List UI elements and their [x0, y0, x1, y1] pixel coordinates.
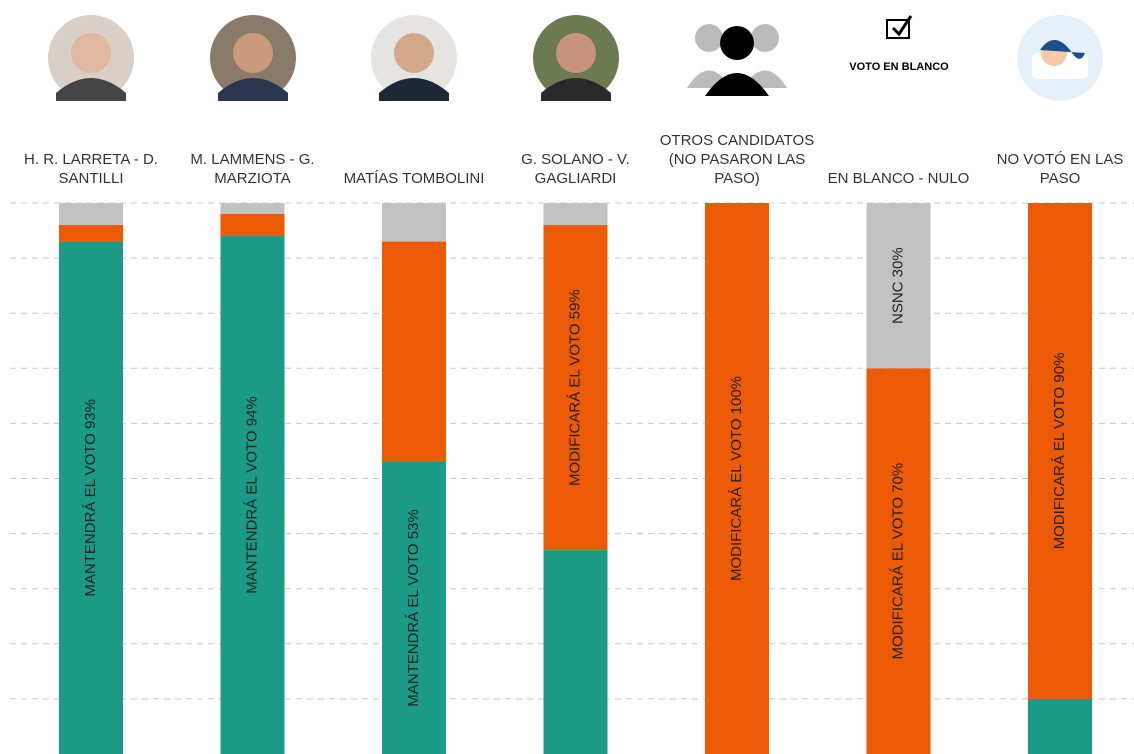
logo-text: VOTO EN BLANCO	[849, 61, 949, 73]
bar-segment	[221, 203, 285, 214]
value-label: MANTENDRÁ EL VOTO 93%	[82, 399, 99, 597]
bar-segment	[59, 203, 123, 225]
category-label: G. SOLANO - V. GAGLIARDI	[496, 150, 656, 188]
category-label: H. R. LARRETA - D. SANTILLI	[11, 150, 171, 188]
category-label: EN BLANCO - NULO	[819, 169, 979, 188]
value-label: MODIFICARÁ EL VOTO 59%	[566, 289, 583, 486]
bar-segment	[221, 214, 285, 236]
bar-segment	[382, 203, 446, 242]
avatar	[533, 15, 619, 101]
category-label: M. LAMMENS - G. MARZIOTA	[173, 150, 333, 188]
bar-segment	[1028, 699, 1092, 754]
category-label: NO VOTÓ EN LAS PASO	[980, 150, 1134, 188]
value-label: MODIFICARÁ EL VOTO 70%	[889, 463, 906, 660]
bar-segment	[544, 203, 608, 225]
value-label: MANTENDRÁ EL VOTO 94%	[243, 396, 260, 594]
chart: VOTO EN BLANCO MANTENDRÁ EL VOTO 93% MANTE…	[0, 0, 1134, 754]
value-label: MANTENDRÁ EL VOTO 53%	[405, 509, 422, 707]
bar-segment	[544, 550, 608, 754]
category-label: MATÍAS TOMBOLINI	[334, 169, 494, 188]
value-label: MODIFICARÁ EL VOTO 100%	[728, 376, 745, 581]
sleep-icon	[1017, 15, 1103, 101]
avatar	[48, 15, 134, 101]
voto-logo	[887, 16, 911, 38]
bar-segment	[382, 242, 446, 462]
avatar	[371, 15, 457, 101]
value-label: MODIFICARÁ EL VOTO 90%	[1051, 353, 1068, 550]
people-icon	[687, 24, 787, 96]
avatar	[210, 15, 296, 101]
bar-segment	[59, 225, 123, 242]
value-label: NSNC 30%	[889, 247, 906, 324]
chart-svg: VOTO EN BLANCO MANTENDRÁ EL VOTO 93% MANTE…	[0, 0, 1134, 754]
category-label: OTROS CANDIDATOS (NO PASARON LAS PASO)	[657, 131, 817, 188]
